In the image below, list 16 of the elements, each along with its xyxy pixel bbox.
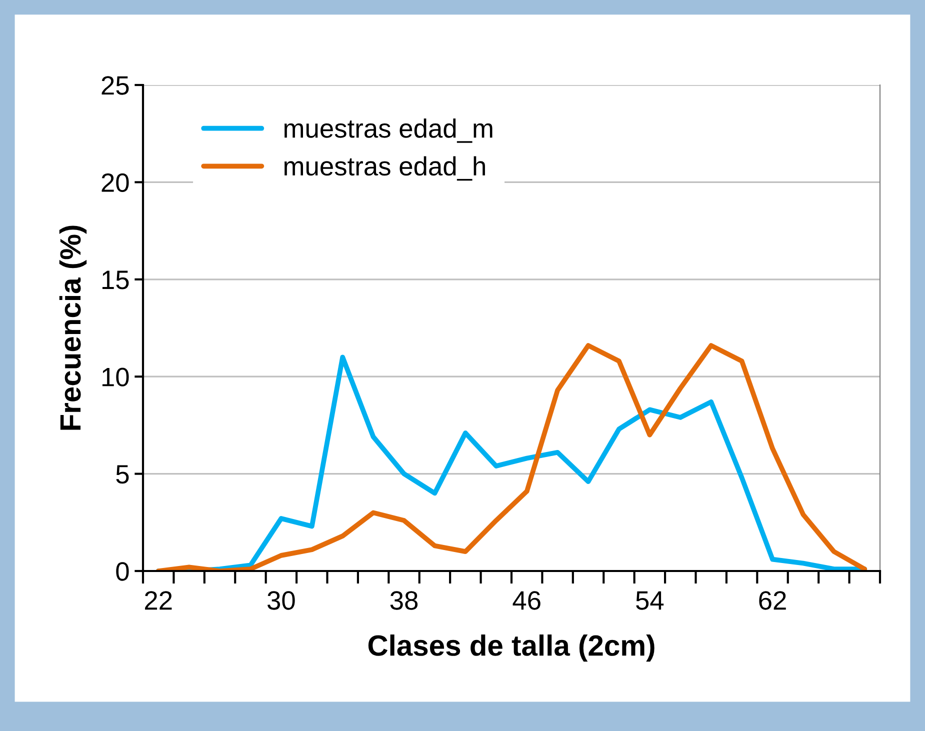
x-tick-label: 46	[512, 591, 540, 610]
y-tick-label: 5	[116, 465, 129, 484]
y-tick-label: 25	[102, 76, 129, 95]
legend-label: muestras edad_m	[284, 118, 492, 143]
y-tick-label: 10	[102, 368, 129, 386]
y-axis-title: Frecuencia (%)	[59, 226, 87, 430]
x-tick-label: 54	[636, 591, 664, 610]
y-tick-label: 20	[102, 173, 129, 192]
x-axis-title: Clases de talla (2cm)	[368, 634, 654, 662]
x-tick-label: 62	[759, 591, 786, 610]
legend-label: muestras edad_h	[284, 156, 485, 181]
x-tick-label: 38	[390, 591, 418, 610]
y-tick-label: 15	[102, 270, 129, 290]
x-tick-label: 30	[268, 591, 295, 610]
y-tick-label: 0	[116, 562, 129, 581]
x-tick-label: 22	[145, 591, 172, 610]
